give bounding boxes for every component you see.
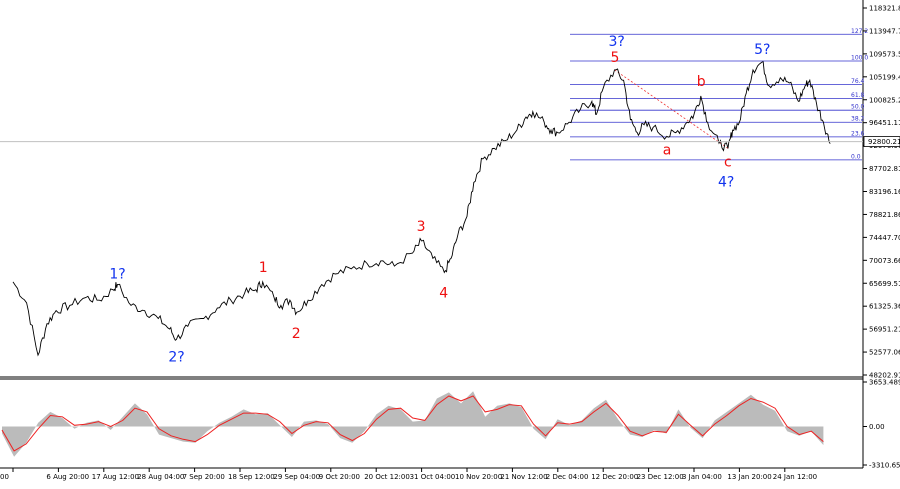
oscillator-signal-line (1, 395, 824, 452)
time-tick-label: 12 Dec 20:00 (591, 473, 638, 481)
time-tick-label: 21 Nov 12:00 (500, 473, 547, 481)
fib-level-label: 38.2 (851, 116, 865, 123)
time-tick-label: 28 Aug 04:00 (137, 473, 184, 481)
time-tick-label: 9 Oct 20:00 (319, 473, 360, 481)
wave-label-red: 5 (611, 50, 620, 66)
fib-level-label: 76.4 (851, 78, 865, 85)
price-tick-label: 74447.70 (869, 234, 900, 242)
time-tick-label: 10 Nov 20:00 (455, 473, 502, 481)
price-tick-label: 118321.86 (869, 5, 900, 13)
oscillator-panel (1, 391, 824, 457)
time-tick-label: 23 Dec 12:00 (637, 473, 684, 481)
time-tick-label: 17 Aug 12:00 (92, 473, 139, 481)
wave-label-blue: 4? (718, 174, 734, 190)
wave-label-blue: 2? (168, 349, 184, 365)
wave-annotations: 1? 2? 1 2 3 4 3?5 a b c 4? 5? (109, 34, 770, 365)
price-tick-label: 56951.21 (869, 326, 900, 334)
wave-label-red: 4 (439, 285, 448, 301)
price-tick-label: 78821.86 (869, 211, 900, 219)
wave-label-red: 2 (292, 326, 301, 342)
osc-tick-label: 3653.489 (869, 379, 900, 387)
price-tick-label: 52577.06 (869, 349, 900, 357)
price-tick-label: 96451.11 (869, 119, 900, 127)
time-tick-label: 3 Jan 04:00 (682, 473, 722, 481)
time-tick-label: 2 Dec 04:00 (546, 473, 589, 481)
time-tick-label: 31 Oct 04:00 (410, 473, 456, 481)
current-price-box (863, 136, 900, 147)
wave-label-blue: 1? (109, 267, 125, 283)
wave-label-red: b (697, 74, 706, 90)
time-tick-label: 00 (0, 473, 9, 481)
trend-dashed-line (614, 69, 729, 149)
wave-label-blue: 5? (754, 42, 770, 58)
current-price-label: 92800.21 (868, 138, 900, 146)
fib-level-label: 0.0 (851, 153, 861, 160)
price-series (12, 61, 831, 357)
price-tick-label: 105199.41 (869, 73, 900, 81)
price-tick-label: 48202.91 (869, 372, 900, 380)
time-tick-label: 6 Aug 20:00 (46, 473, 89, 481)
time-tick-label: 18 Sep 12:00 (228, 473, 275, 481)
fibonacci-grid: 127.2 100.0 76.4 61.8 50.0 38.2 23.6 0.0 (570, 28, 868, 160)
price-tick-label: 65699.51 (869, 280, 900, 288)
time-tick-label: 13 Jan 20:00 (727, 473, 771, 481)
price-tick-label: 83196.16 (869, 188, 900, 196)
price-tick-label: 109573.56 (869, 50, 900, 58)
fib-level-label: 23.6 (851, 130, 865, 137)
price-tick-label: 100825.26 (869, 96, 900, 104)
time-tick-label: 7 Sep 20:00 (183, 473, 225, 481)
price-tick-label: 113947.71 (869, 27, 900, 35)
time-tick-label: 29 Sep 04:00 (273, 473, 320, 481)
price-tick-label: 61325.36 (869, 303, 900, 311)
fib-level-label: 100.0 (851, 54, 868, 61)
price-axis: 118321.86 113947.71 109573.56 105199.41 1008… (0, 5, 900, 470)
fib-level-label: 61.8 (851, 92, 865, 99)
fib-level-label: 127.2 (851, 28, 868, 35)
fib-level-label: 50.0 (851, 104, 865, 111)
wave-label-red: 1 (259, 260, 268, 276)
wave-label-blue: 3? (609, 34, 625, 50)
wave-label-red: a (663, 142, 672, 158)
wave-label-red: c (724, 154, 732, 170)
osc-tick-label: -3310.658 (869, 462, 900, 470)
time-tick-label: 20 Oct 12:00 (364, 473, 410, 481)
price-tick-label: 87702.81 (869, 165, 900, 173)
oscillator-histogram (2, 391, 824, 457)
time-tick-label: 24 Jan 12:00 (773, 473, 817, 481)
wave-label-red: 3 (417, 219, 426, 235)
price-tick-label: 70073.66 (869, 257, 900, 265)
price-line (12, 61, 831, 357)
osc-tick-label: 0.00 (869, 423, 885, 431)
